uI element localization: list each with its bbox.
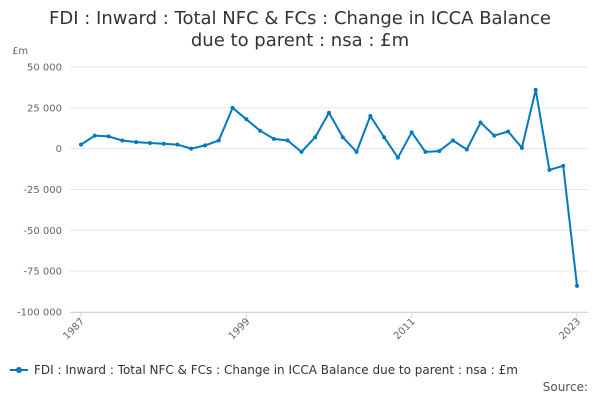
data-point	[519, 145, 524, 150]
data-point	[368, 114, 373, 118]
x-tick-label: 1987	[61, 316, 87, 342]
data-point	[340, 135, 345, 140]
data-point	[437, 149, 442, 154]
legend-label: FDI : Inward : Total NFC & FCs : Change …	[34, 363, 518, 377]
data-point	[216, 138, 221, 143]
x-tick-label: 1999	[227, 316, 253, 342]
legend-line-marker-icon	[10, 365, 28, 375]
source-label: Source:	[542, 380, 588, 394]
chart-title-line-2: due to parent : nsa : £m	[190, 30, 410, 51]
data-point	[313, 135, 318, 140]
data-point	[106, 134, 111, 139]
y-tick-label: -75 000	[23, 267, 62, 278]
x-tick-label: 2011	[392, 316, 418, 342]
data-point	[547, 167, 552, 172]
data-point	[175, 142, 180, 147]
data-point	[271, 136, 276, 141]
data-point	[230, 105, 235, 110]
data-point	[464, 147, 469, 152]
data-point	[478, 120, 483, 125]
data-point	[79, 142, 83, 147]
data-point	[203, 143, 207, 148]
data-point	[244, 117, 249, 122]
data-point	[189, 146, 194, 151]
data-point	[92, 133, 97, 138]
data-point	[395, 155, 400, 160]
data-point	[147, 140, 152, 145]
data-point	[409, 130, 414, 135]
data-point	[561, 163, 566, 168]
y-tick-label: -50 000	[23, 226, 62, 237]
y-tick-label: 25 000	[27, 103, 62, 114]
chart-title-line-1: FDI : Inward : Total NFC & FCs : Change …	[49, 8, 551, 29]
data-point	[161, 141, 166, 146]
data-point	[506, 129, 511, 134]
y-tick-label: -100 000	[17, 308, 62, 319]
legend[interactable]: FDI : Inward : Total NFC & FCs : Change …	[10, 363, 518, 377]
series-line	[80, 88, 578, 287]
data-point	[134, 140, 139, 145]
data-point	[451, 138, 455, 143]
data-point	[299, 149, 304, 154]
data-point	[258, 128, 263, 133]
y-axis-label: £m	[12, 46, 28, 57]
chart-title: FDI : Inward : Total NFC & FCs : Change …	[0, 8, 600, 52]
data-point	[423, 149, 428, 154]
data-point	[327, 110, 331, 115]
data-point	[120, 138, 125, 143]
x-tick-label: 2023	[557, 316, 583, 342]
data-point	[285, 138, 290, 143]
data-point	[354, 149, 359, 154]
y-tick-label: 0	[56, 144, 62, 155]
data-point	[492, 133, 497, 138]
y-tick-label: 50 000	[27, 63, 62, 74]
data-point	[533, 87, 538, 92]
y-tick-label: -25 000	[23, 185, 62, 196]
data-point	[575, 283, 579, 288]
data-point	[382, 135, 387, 140]
